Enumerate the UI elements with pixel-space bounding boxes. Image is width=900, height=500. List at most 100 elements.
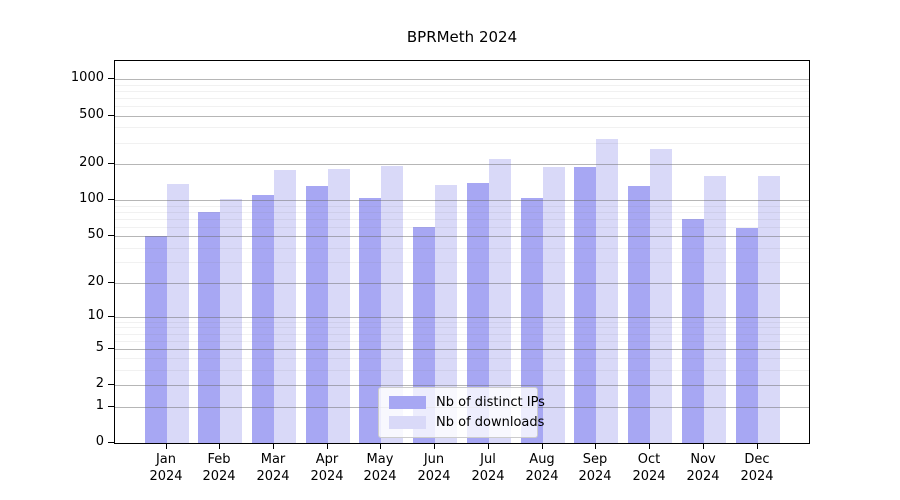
- x-tick-label-jul: Jul 2024: [471, 452, 505, 484]
- major-gridline: [115, 79, 809, 80]
- major-gridline: [115, 116, 809, 117]
- legend-item-downloads: Nb of downloads: [389, 415, 544, 430]
- legend-label-downloads: Nb of downloads: [436, 415, 545, 430]
- bar-ips-mar: [251, 195, 274, 443]
- minor-gridline: [115, 206, 809, 207]
- x-tick-mark: [595, 443, 596, 449]
- y-tick-label: 20: [87, 274, 104, 289]
- bar-downloads-jan: [166, 183, 189, 443]
- bar-downloads-aug: [542, 166, 565, 443]
- minor-gridline: [115, 327, 809, 328]
- x-tick-mark: [219, 443, 220, 449]
- bar-downloads-oct: [650, 148, 673, 443]
- bar-ips-apr: [305, 185, 328, 443]
- y-tick-mark: [108, 282, 114, 283]
- x-tick-label-apr: Apr 2024: [310, 452, 344, 484]
- x-tick-mark: [273, 443, 274, 449]
- bar-downloads-mar: [273, 170, 296, 443]
- bar-downloads-jun: [435, 185, 458, 443]
- x-tick-mark: [757, 443, 758, 449]
- x-tick-label-dec: Dec 2024: [740, 452, 774, 484]
- minor-gridline: [115, 262, 809, 263]
- bar-downloads-feb: [220, 198, 243, 443]
- legend-label-distinct-ips: Nb of distinct IPs: [436, 395, 545, 410]
- major-gridline: [115, 385, 809, 386]
- major-gridline: [115, 236, 809, 237]
- y-tick-mark: [108, 316, 114, 317]
- major-gridline: [115, 317, 809, 318]
- minor-gridline: [115, 248, 809, 249]
- y-tick-mark: [108, 199, 114, 200]
- minor-gridline: [115, 358, 809, 359]
- y-tick-label: 200: [79, 155, 104, 170]
- minor-gridline: [115, 219, 809, 220]
- major-gridline: [115, 164, 809, 165]
- bar-ips-dec: [735, 228, 758, 443]
- bar-ips-nov: [681, 218, 704, 443]
- y-tick-label: 100: [79, 191, 104, 206]
- bar-downloads-apr: [327, 168, 350, 443]
- y-tick-label: 1000: [70, 70, 104, 85]
- x-tick-mark: [434, 443, 435, 449]
- x-tick-label-may: May 2024: [363, 452, 397, 484]
- y-tick-mark: [108, 235, 114, 236]
- major-gridline: [115, 200, 809, 201]
- minor-gridline: [115, 370, 809, 371]
- bar-ips-may: [359, 197, 382, 443]
- minor-gridline: [115, 322, 809, 323]
- minor-gridline: [115, 341, 809, 342]
- bar-downloads-may: [381, 165, 404, 443]
- y-tick-label: 0: [95, 434, 104, 449]
- bar-ips-jan: [144, 236, 167, 443]
- y-tick-label: 500: [79, 107, 104, 122]
- x-tick-label-nov: Nov 2024: [686, 452, 720, 484]
- minor-gridline: [115, 98, 809, 99]
- x-tick-label-sep: Sep 2024: [578, 452, 612, 484]
- distinct-ips-swatch-icon: [389, 396, 426, 409]
- x-tick-label-oct: Oct 2024: [632, 452, 666, 484]
- bar-downloads-dec: [757, 176, 780, 443]
- bar-downloads-sep: [596, 139, 619, 443]
- chart-title: BPRMeth 2024: [406, 28, 518, 46]
- legend: Nb of distinct IPs Nb of downloads: [378, 387, 545, 438]
- bar-downloads-nov: [703, 176, 726, 443]
- y-tick-mark: [108, 406, 114, 407]
- y-tick-mark: [108, 348, 114, 349]
- x-tick-mark: [649, 443, 650, 449]
- y-tick-label: 1: [95, 398, 104, 413]
- y-tick-label: 10: [87, 308, 104, 323]
- bar-ips-sep: [574, 167, 597, 443]
- x-tick-mark: [488, 443, 489, 449]
- bar-ips-aug: [520, 197, 543, 443]
- y-tick-label: 2: [95, 376, 104, 391]
- y-tick-label: 50: [87, 227, 104, 242]
- x-tick-mark: [166, 443, 167, 449]
- minor-gridline: [115, 227, 809, 228]
- y-tick-mark: [108, 442, 114, 443]
- x-tick-mark: [703, 443, 704, 449]
- minor-gridline: [115, 143, 809, 144]
- downloads-swatch-icon: [389, 416, 426, 429]
- x-tick-mark: [327, 443, 328, 449]
- minor-gridline: [115, 91, 809, 92]
- major-gridline: [115, 349, 809, 350]
- x-tick-mark: [542, 443, 543, 449]
- x-tick-label-jun: Jun 2024: [417, 452, 451, 484]
- x-tick-label-feb: Feb 2024: [202, 452, 236, 484]
- y-tick-mark: [108, 384, 114, 385]
- minor-gridline: [115, 334, 809, 335]
- plot-area: [114, 60, 810, 444]
- y-tick-mark: [108, 78, 114, 79]
- y-tick-mark: [108, 163, 114, 164]
- bar-ips-jul: [466, 182, 489, 443]
- x-tick-label-jan: Jan 2024: [149, 452, 183, 484]
- x-tick-label-aug: Aug 2024: [525, 452, 559, 484]
- minor-gridline: [115, 212, 809, 213]
- x-tick-label-mar: Mar 2024: [256, 452, 290, 484]
- x-tick-mark: [380, 443, 381, 449]
- major-gridline: [115, 283, 809, 284]
- y-tick-mark: [108, 115, 114, 116]
- bar-downloads-jul: [488, 158, 511, 443]
- legend-item-distinct-ips: Nb of distinct IPs: [389, 395, 545, 410]
